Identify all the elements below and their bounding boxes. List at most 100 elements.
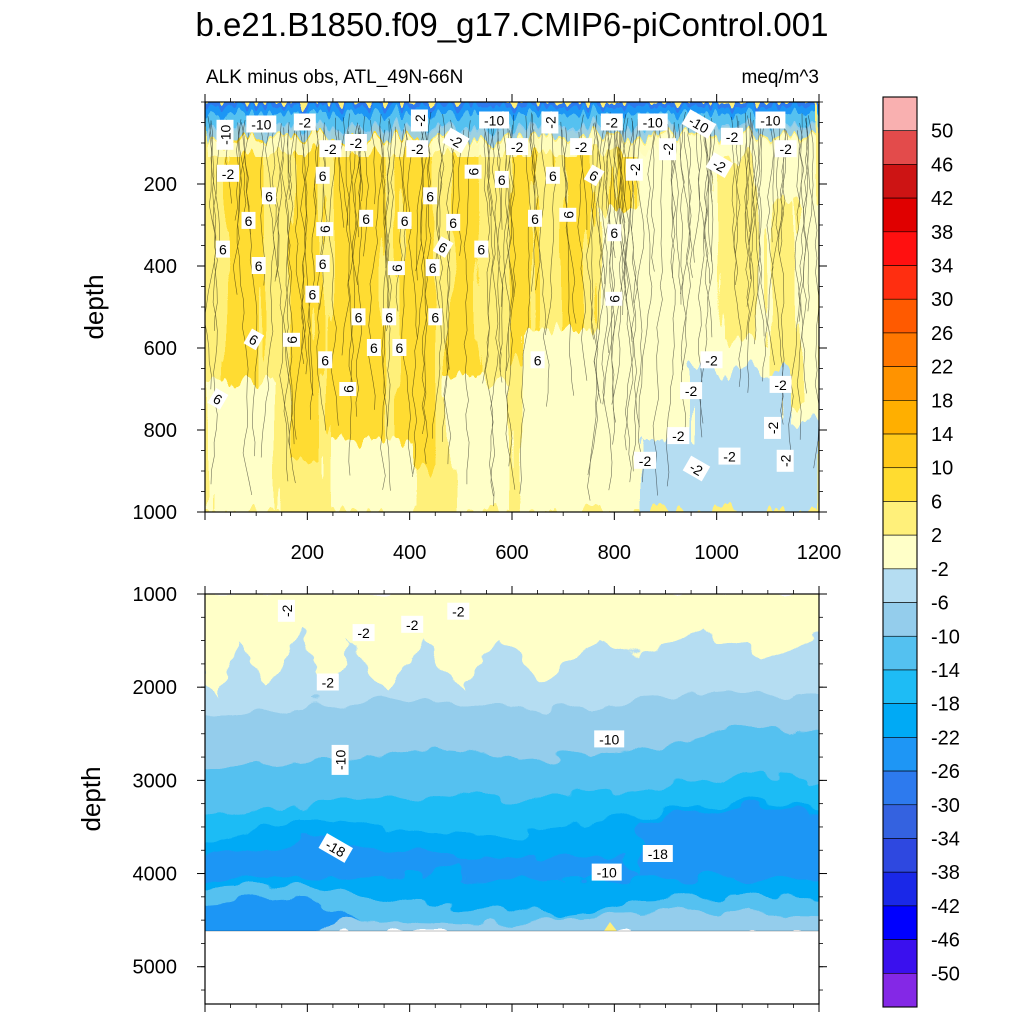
contour-label-bg [718, 447, 741, 465]
contour-line [307, 125, 319, 420]
colorbar-label: 30 [931, 289, 953, 311]
x-tick-label: 400 [393, 542, 426, 564]
colorbar-swatch [882, 534, 918, 570]
contour-line [748, 118, 757, 245]
colorbar-swatch [882, 332, 918, 367]
colorbar-label: -34 [931, 828, 960, 850]
contour-label-text: 6 [396, 340, 404, 356]
contour-label-bg [682, 455, 711, 482]
contour-label: -2 [447, 602, 470, 620]
contour-label-text: 6 [340, 385, 356, 393]
contour-label-bg [315, 166, 330, 184]
contour-label-text: -2 [606, 115, 619, 131]
contour-label-text: -2 [639, 453, 652, 469]
contour-line [637, 118, 655, 483]
contour-label-bg [251, 257, 266, 274]
colorbar-label: 22 [931, 357, 953, 379]
colorbar-label: 2 [931, 525, 942, 547]
contour-label-text: 6 [610, 225, 618, 241]
contour-line [680, 121, 692, 430]
contour-line [348, 125, 358, 476]
contour-line [678, 123, 693, 278]
colorbar-label: -38 [931, 862, 960, 884]
contour-line [238, 119, 247, 218]
contour-label-text: 6 [355, 309, 363, 325]
contour-label: 6 [339, 382, 357, 396]
contour-label: -2 [769, 375, 792, 393]
contour-line [489, 128, 499, 507]
contour-label-bg [359, 209, 374, 227]
contour-label-bg [591, 863, 622, 881]
contour-label-text: 6 [317, 225, 333, 233]
contour-label-bg [241, 211, 256, 229]
contour-label-text: 6 [219, 242, 227, 258]
contour-label: 6 [428, 308, 443, 326]
contour-label-text: -2 [406, 617, 419, 633]
contour-label-bg [667, 427, 690, 445]
contour-label-text: 6 [265, 188, 273, 204]
contour-line [275, 123, 283, 278]
contour-label: 6 [559, 207, 577, 222]
upper-panel: -10-10 -2-2 -2-2-2 -2-10-2-2-2-2 -10 -10-2-2-… [79, 94, 841, 564]
contour-label-bg [392, 339, 407, 356]
contour-line [766, 127, 775, 366]
contour-label: 6 [283, 332, 300, 347]
colorbar-swatch [882, 939, 918, 974]
contour-label-bg [401, 615, 424, 633]
contour-label-bg [447, 602, 470, 620]
contour-line [298, 125, 307, 364]
colorbar-swatch [882, 602, 918, 637]
contour-label-bg [315, 255, 330, 272]
contour-line [586, 115, 599, 340]
contour-label-text: -10 [251, 117, 271, 133]
contour-label: 6 [315, 166, 330, 184]
y-tick-label: 200 [144, 174, 177, 196]
contour-line [293, 131, 307, 440]
contour-label: 6 [243, 328, 265, 351]
contour-label: -2 [506, 138, 529, 156]
contour-line [775, 113, 781, 240]
y-tick-label: 800 [144, 420, 177, 442]
contour-label-bg [382, 308, 397, 326]
contour-label-bg [216, 119, 234, 150]
contour-label: -2 [570, 138, 593, 156]
contour-label-bg [432, 236, 454, 258]
contour-label-text: -2 [324, 141, 337, 157]
colorbar-label: 26 [931, 323, 953, 345]
contour-label-bg [642, 845, 673, 862]
contour-label-bg [243, 328, 265, 351]
contour-label-text: 6 [466, 168, 482, 176]
contour-label-text: -2 [279, 604, 295, 617]
colorbar-swatch [882, 433, 918, 469]
subtitle-left: ALK minus obs, ATL_49N-66N [206, 67, 463, 88]
contour-line [280, 131, 290, 482]
contour-line [560, 121, 568, 220]
contour-label-bg [316, 222, 334, 237]
contour-label: 6 [387, 261, 405, 276]
contour-line [561, 129, 575, 396]
contour-label-bg [319, 140, 342, 158]
contour-line [482, 117, 494, 384]
colorbar-swatch [882, 130, 918, 165]
contour-line [749, 112, 765, 337]
contour-label: 6 [545, 166, 560, 184]
y-tick-label: 1000 [133, 502, 178, 524]
contour-line [302, 115, 314, 396]
lower-panel: -2-2-2-2-2-10-10-18 -18-10 10002000300040… [76, 584, 827, 1012]
contour-label-bg [316, 673, 339, 691]
contour-label-bg [570, 138, 593, 156]
y-tick-label: 5000 [133, 957, 178, 979]
contour-label-bg [474, 240, 489, 258]
contour-label-text: 6 [245, 213, 253, 229]
colorbar-label: 50 [931, 121, 953, 143]
contour-line [482, 118, 496, 497]
contour-label-text: -2 [357, 625, 370, 641]
colorbar-swatch [882, 164, 918, 199]
y-tick-label: 3000 [133, 770, 178, 792]
contour-label-bg [681, 109, 717, 139]
colorbar-swatch [882, 467, 918, 502]
contour-label-text: 6 [549, 168, 557, 184]
contour-label: 6 [305, 285, 320, 303]
lower-y-axis-title: depth [76, 766, 106, 831]
contour-label: -10 [637, 113, 668, 131]
